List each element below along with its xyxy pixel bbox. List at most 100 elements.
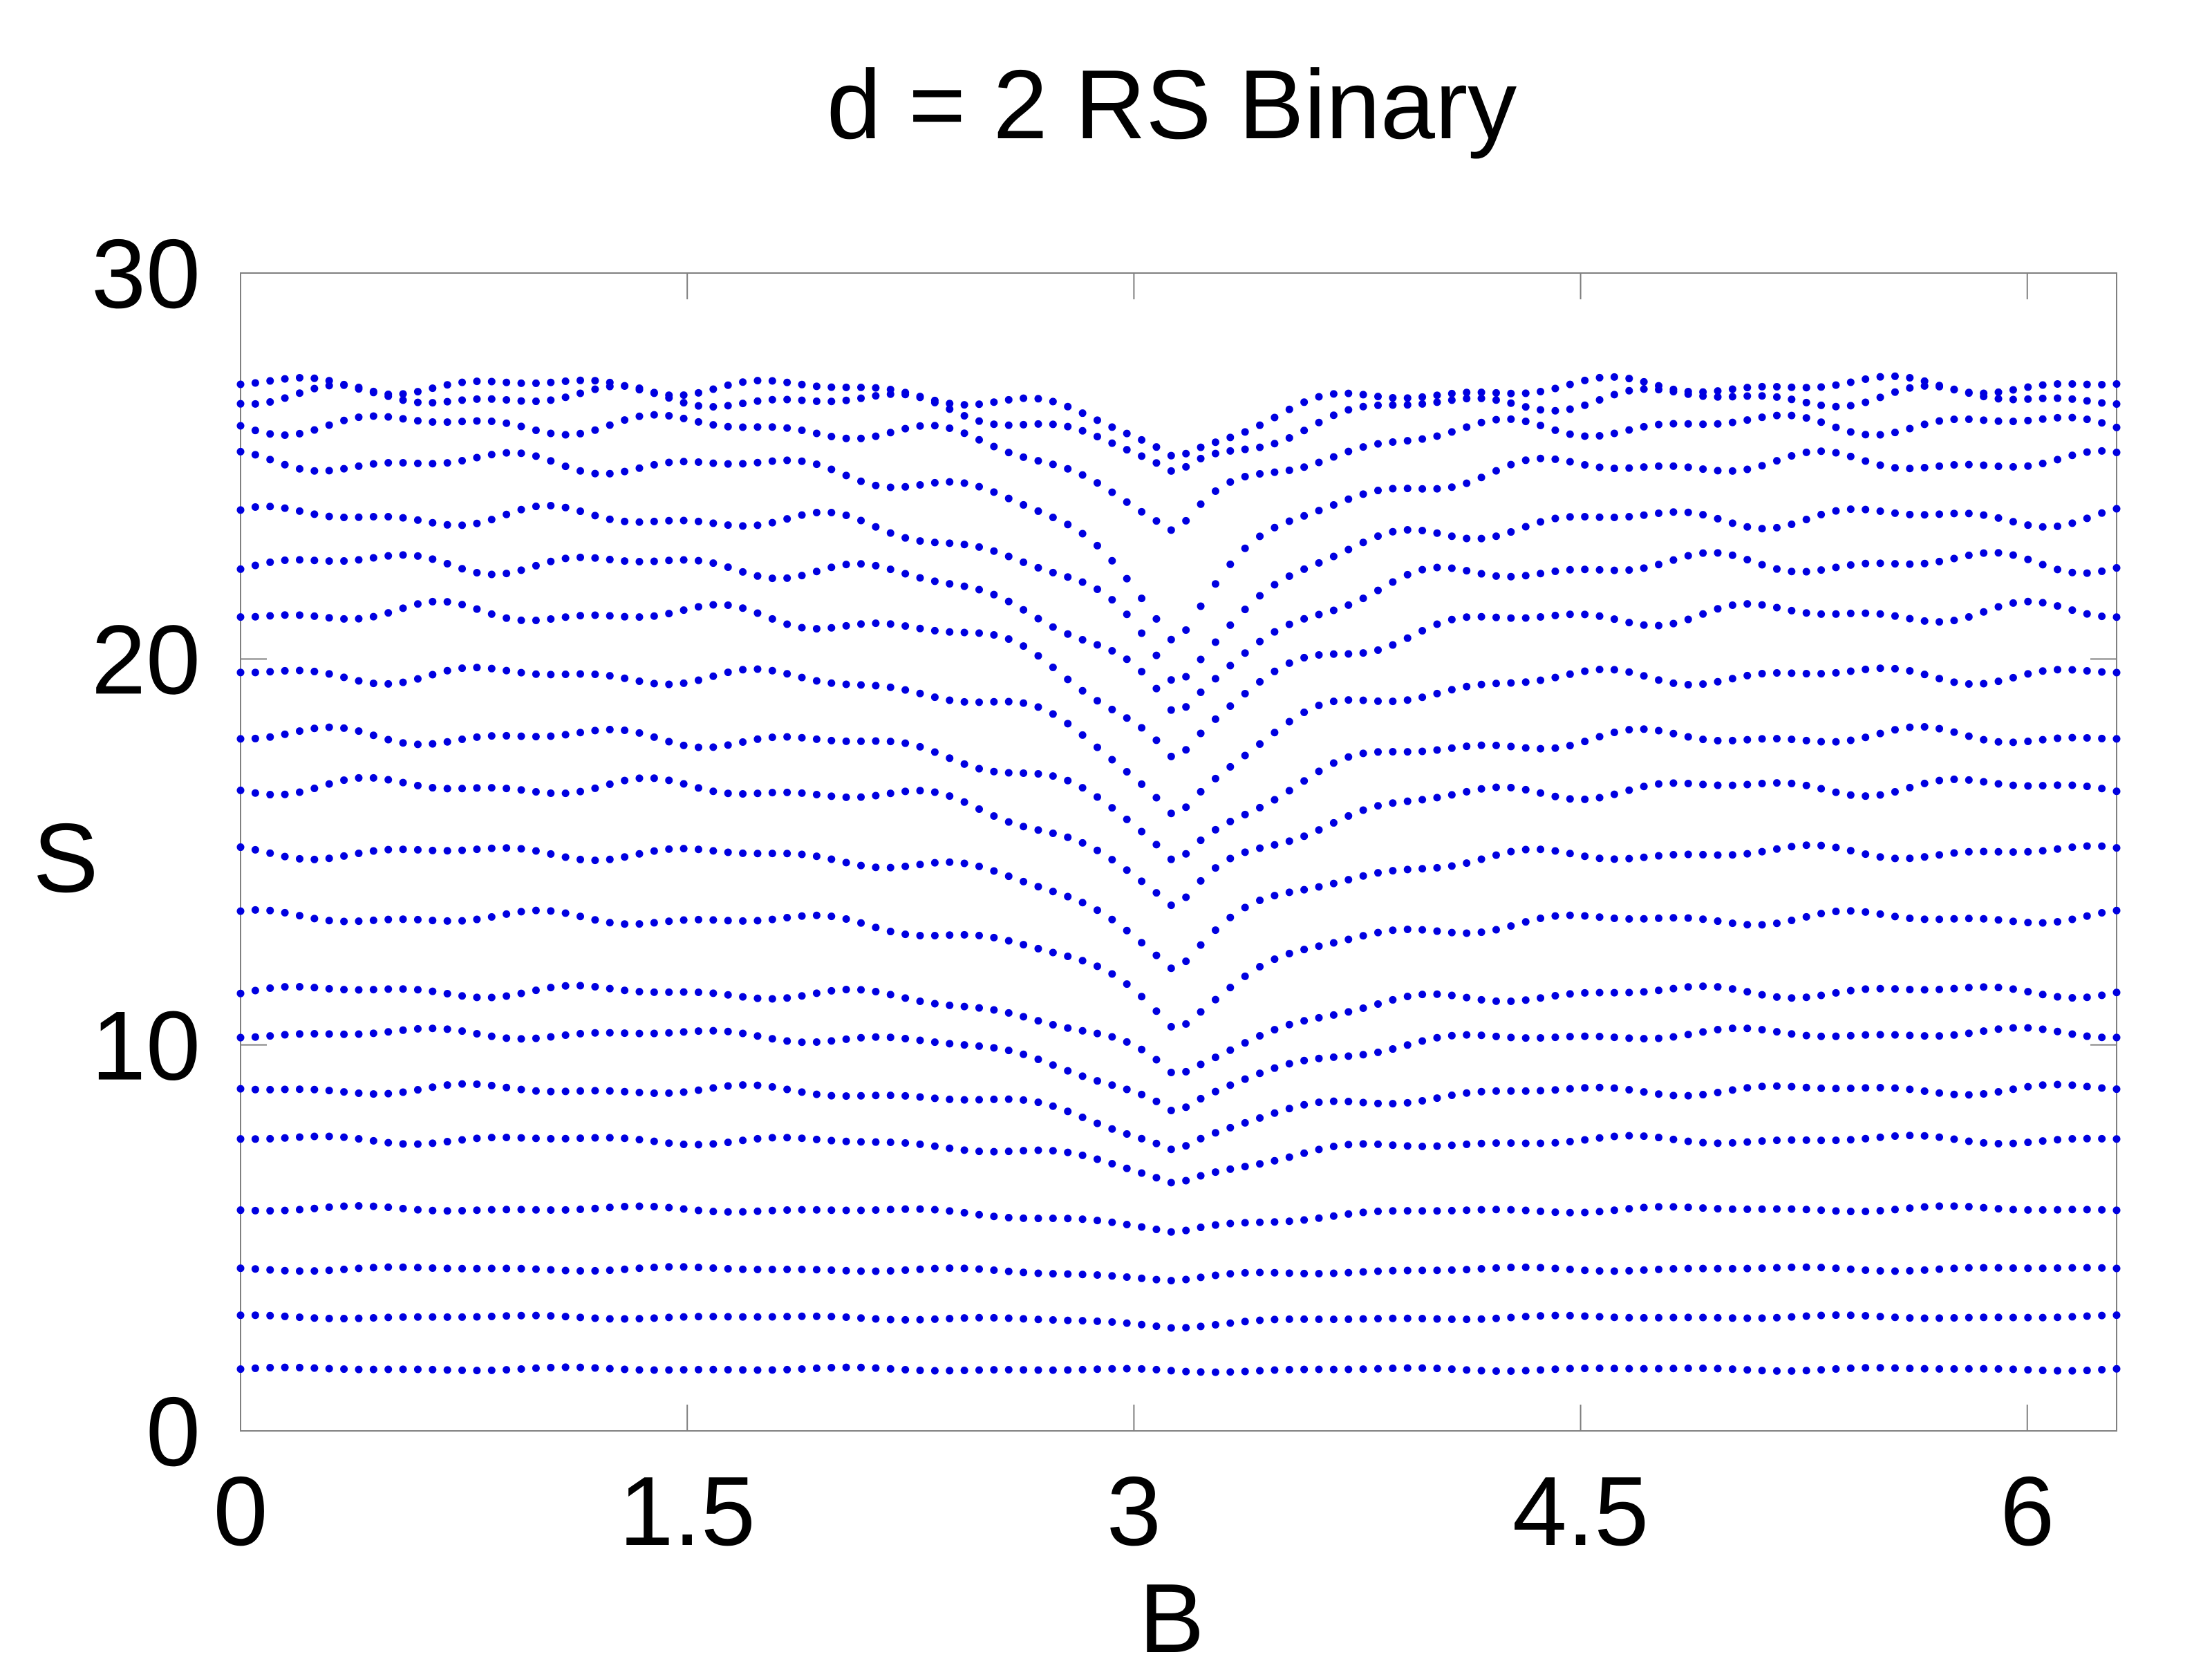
data-point (1817, 991, 1826, 1000)
data-point (325, 614, 333, 622)
data-point (251, 986, 259, 995)
data-point (798, 992, 806, 1000)
data-point (1197, 454, 1205, 462)
data-point (1817, 566, 1826, 574)
data-point (1463, 388, 1471, 397)
data-point (946, 1264, 954, 1273)
data-point (295, 389, 303, 397)
data-point (650, 774, 658, 782)
data-point (1521, 1139, 1530, 1147)
data-point (266, 1311, 274, 1320)
data-point (561, 670, 570, 678)
data-point (1389, 1266, 1397, 1275)
data-point (1551, 912, 1559, 920)
data-point (1492, 1206, 1500, 1214)
data-point (413, 1365, 422, 1374)
data-point (2112, 844, 2121, 852)
data-point (1034, 1146, 1042, 1154)
data-point (1507, 1313, 1515, 1322)
data-point (266, 612, 274, 620)
data-point (399, 1088, 407, 1096)
data-point (990, 812, 998, 821)
data-point (2098, 380, 2106, 388)
data-point (1521, 1263, 1530, 1271)
data-point (1876, 1084, 1884, 1092)
data-point (857, 394, 865, 402)
data-point (1078, 899, 1087, 907)
data-point (1920, 559, 1929, 568)
data-point (1625, 1205, 1633, 1213)
data-point (886, 1266, 894, 1275)
data-point (487, 784, 496, 792)
data-point (1521, 403, 1530, 411)
data-point (1521, 678, 1530, 686)
data-point (621, 1315, 629, 1323)
data-point (340, 380, 348, 388)
data-point (517, 1264, 525, 1273)
data-point (1920, 671, 1929, 679)
data-point (1152, 684, 1161, 693)
data-point (1684, 552, 1692, 560)
data-point (443, 666, 451, 675)
data-point (1551, 1138, 1559, 1147)
data-point (709, 1313, 718, 1321)
data-point (1743, 416, 1752, 424)
data-point (1728, 1264, 1736, 1273)
data-point (1788, 521, 1796, 529)
data-point (1256, 469, 1264, 478)
data-point (1551, 1033, 1559, 1042)
data-point (1182, 1367, 1190, 1376)
data-point (694, 1086, 702, 1094)
data-point (443, 397, 451, 406)
data-point (872, 1206, 880, 1215)
data-point (1669, 1135, 1678, 1143)
data-point (1123, 926, 1131, 935)
data-point (1359, 1051, 1367, 1059)
data-point (1521, 744, 1530, 752)
data-point (443, 1081, 451, 1089)
data-point (1182, 449, 1190, 458)
data-point (1463, 1266, 1471, 1274)
data-point (1064, 833, 1072, 841)
data-point (1182, 1020, 1190, 1028)
data-point (473, 605, 481, 613)
data-point (517, 732, 525, 740)
data-point (753, 377, 762, 385)
data-point (1655, 780, 1663, 788)
data-point (1699, 1138, 1707, 1147)
data-point (1906, 1085, 1914, 1094)
data-point (1728, 1314, 1736, 1322)
data-point (2112, 1311, 2121, 1320)
data-point (1566, 795, 1574, 803)
data-point (1625, 1132, 1633, 1140)
data-point (857, 560, 865, 568)
data-point (1447, 1315, 1456, 1324)
data-point (1714, 420, 1722, 428)
data-point (827, 383, 836, 391)
data-point (1093, 1271, 1101, 1280)
data-point (1625, 786, 1633, 794)
data-point (679, 516, 688, 525)
data-point (1374, 393, 1382, 401)
data-point (1521, 1206, 1530, 1215)
data-point (369, 1029, 377, 1038)
data-point (930, 1038, 939, 1047)
data-point (251, 845, 259, 854)
data-point (1374, 440, 1382, 448)
data-point (1078, 1271, 1087, 1279)
data-point (1241, 972, 1249, 980)
data-point (606, 1087, 614, 1095)
data-point (857, 1314, 865, 1322)
data-point (783, 378, 791, 386)
data-point (1772, 1205, 1781, 1213)
data-point (340, 615, 348, 623)
data-point (872, 682, 880, 690)
data-point (1551, 992, 1559, 1000)
data-point (768, 1313, 776, 1321)
data-point (1846, 1208, 1855, 1216)
data-point (1152, 651, 1161, 659)
data-point (901, 622, 910, 630)
data-point (487, 732, 496, 740)
data-point (547, 1134, 555, 1143)
data-point (1610, 988, 1618, 997)
